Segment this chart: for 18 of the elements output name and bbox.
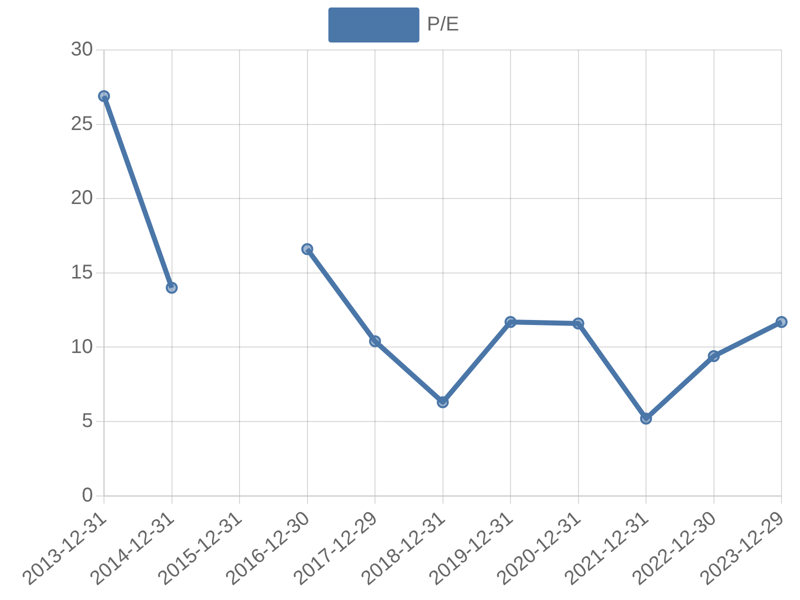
point xyxy=(708,350,720,362)
y-tick-label: 15 xyxy=(70,261,93,284)
y-tick-label: 10 xyxy=(70,336,93,358)
point xyxy=(369,335,382,348)
legend-label: P/E xyxy=(426,14,460,36)
point xyxy=(776,316,788,328)
point xyxy=(301,243,314,256)
y-tick-label: 20 xyxy=(70,187,93,210)
y-tick-label: 5 xyxy=(82,410,93,432)
point xyxy=(436,396,449,408)
point xyxy=(504,316,517,328)
point xyxy=(166,282,178,294)
point xyxy=(640,412,652,425)
point xyxy=(572,317,584,330)
y-tick-label: 30 xyxy=(70,38,93,61)
point xyxy=(98,90,110,102)
y-tick-label: 0 xyxy=(82,484,93,506)
y-tick-label: 25 xyxy=(70,112,93,135)
